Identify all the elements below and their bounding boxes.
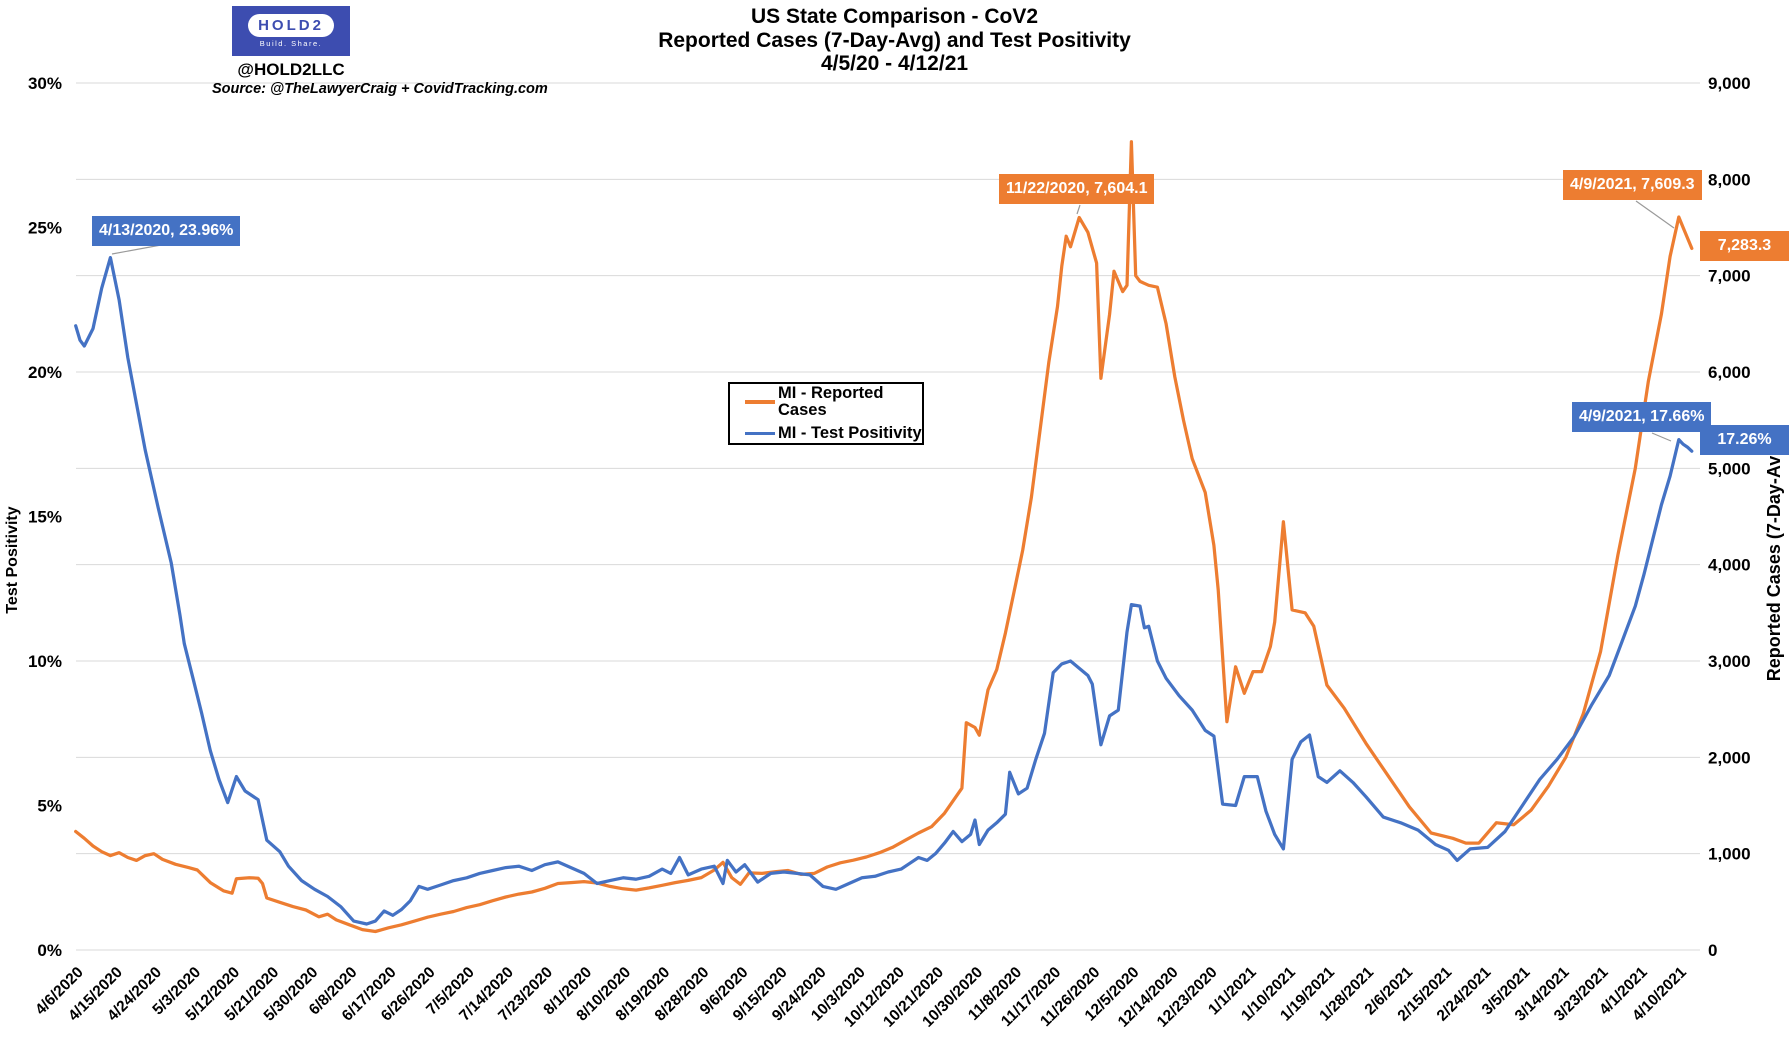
legend-label: MI - Reported Cases (778, 384, 884, 419)
left-axis-tick-label: 20% (28, 363, 62, 382)
right-axis-tick-label: 6,000 (1708, 363, 1751, 382)
left-axis-tick-label: 0% (37, 941, 62, 960)
left-axis-title: Test Positivity (4, 506, 21, 614)
legend: MI - Reported Cases MI - Test Positivity (728, 382, 924, 445)
legend-item-reported-cases: MI - Reported Cases (745, 385, 922, 418)
left-axis-tick-label: 15% (28, 508, 62, 527)
callout-orange-recent: 4/9/2021, 7,609.3 (1563, 170, 1702, 200)
right-axis-tick-label: 2,000 (1708, 748, 1751, 767)
left-axis-tick-label: 30% (28, 74, 62, 93)
callout-leader-line (1076, 204, 1081, 215)
legend-swatch-blue (745, 431, 775, 436)
right-axis-tick-label: 3,000 (1708, 652, 1751, 671)
legend-item-test-positivity: MI - Test Positivity (745, 425, 922, 442)
right-axis-tick-label: 0 (1708, 941, 1717, 960)
callout-leader-line (1651, 432, 1672, 442)
chart-title-line2: Reported Cases (7-Day-Avg) and Test Posi… (658, 28, 1131, 52)
series-line-mi-test-positivity (74, 255, 1694, 926)
chart-title-line1: US State Comparison - CoV2 (750, 5, 1039, 28)
left-axis-tick-label: 10% (28, 652, 62, 671)
right-axis-tick-label: 1,000 (1708, 845, 1751, 864)
callout-blue-last: 17.26% (1700, 425, 1789, 455)
chart-title: US State Comparison - CoV2 Reported Case… (0, 5, 1789, 76)
right-axis-title: Reported Cases (7-Day-Avg) (1764, 438, 1784, 682)
series-line-mi-reported-cases (74, 140, 1694, 934)
right-axis-tick-label: 4,000 (1708, 556, 1751, 575)
twitter-handle: @HOLD2LLC (237, 60, 345, 79)
legend-swatch-orange (745, 400, 775, 404)
source-credit: Source: @TheLawyerCraig + CovidTracking.… (212, 81, 548, 97)
right-axis-tick-label: 7,000 (1708, 267, 1751, 286)
right-axis-tick-label: 9,000 (1708, 74, 1751, 93)
left-axis-tick-label: 5% (37, 797, 62, 816)
callout-blue-peak: 4/13/2020, 23.96% (92, 216, 241, 246)
left-axis-tick-label: 25% (28, 219, 62, 238)
legend-label: MI - Test Positivity (778, 424, 922, 443)
callout-orange-last: 7,283.3 (1700, 231, 1789, 261)
hold2-logo-tagline: Build. Share. (259, 39, 323, 48)
chart-title-line3: 4/5/20 - 4/12/21 (820, 52, 969, 75)
callout-blue-recent: 4/9/2021, 17.66% (1572, 402, 1712, 432)
callout-orange-peak: 11/22/2020, 7,604.1 (999, 174, 1155, 204)
right-axis-tick-label: 8,000 (1708, 170, 1751, 189)
hold2-logo: HOLD2 Build. Share. (232, 6, 350, 56)
callout-leader-line (1635, 200, 1675, 229)
hold2-logo-wordmark: HOLD2 (248, 14, 334, 37)
right-axis-tick-label: 5,000 (1708, 459, 1751, 478)
